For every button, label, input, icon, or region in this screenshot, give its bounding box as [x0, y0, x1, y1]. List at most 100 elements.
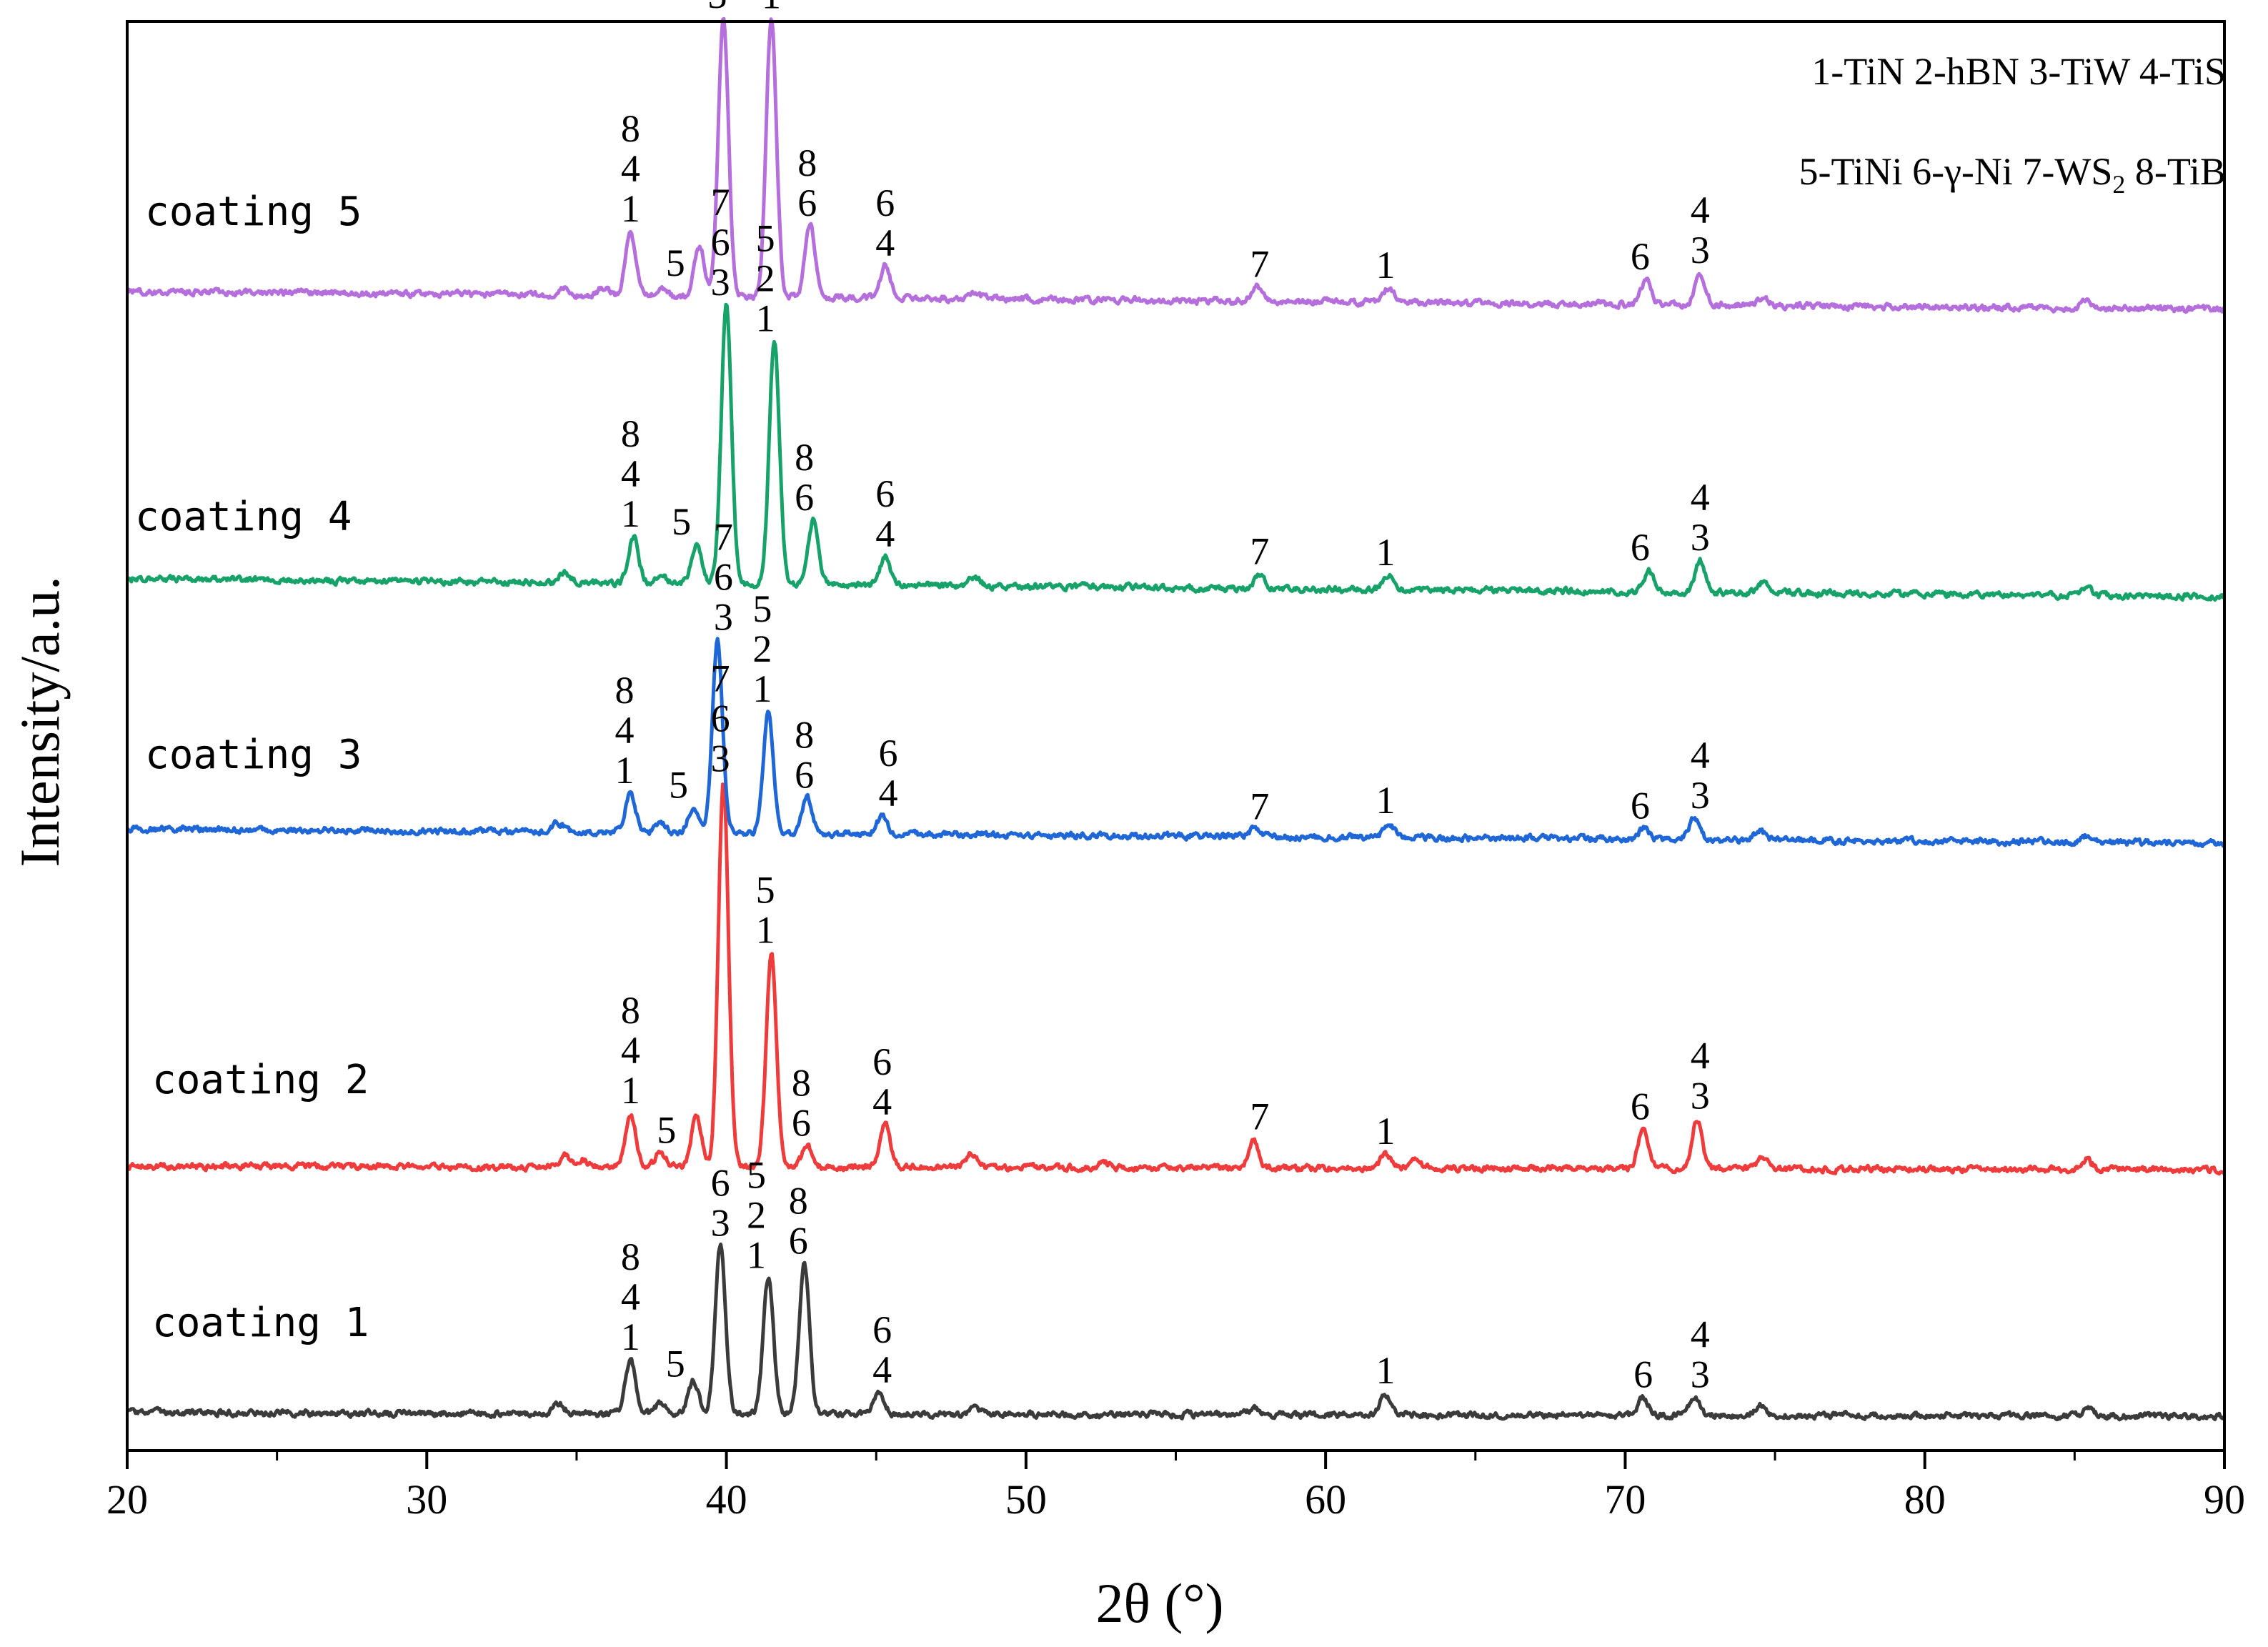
peak-label: 6 [872, 1040, 892, 1083]
peak-label: 7 [1250, 530, 1269, 573]
peak-label: 4 [878, 772, 897, 815]
peak-label: 1 [621, 1315, 640, 1358]
peak-label: 5 [747, 1154, 766, 1197]
peak-label: 6 [711, 221, 730, 264]
peak-label: 1 [621, 492, 640, 535]
series-line-2 [125, 782, 2226, 1176]
series-line-4 [126, 302, 2226, 602]
legend-line-2-main: 5-TiNi 6-γ-Ni 7-WS [1799, 150, 2113, 193]
peak-label: 1 [747, 1234, 766, 1277]
peak-label: 6 [797, 181, 817, 224]
x-tick-label: 80 [1904, 1476, 1946, 1523]
peak-label: 4 [1691, 734, 1710, 777]
peak-label: 8 [621, 1235, 640, 1278]
peak-label: 1 [621, 1069, 640, 1112]
peak-label: 4 [615, 709, 635, 752]
legend-line-1: 1-TiN 2-hBN 3-TiW 4-TiS [1811, 50, 2226, 93]
series-label: coating 4 [135, 494, 352, 540]
peak-label: 8 [615, 669, 635, 712]
peak-label: 8 [792, 1062, 811, 1105]
peak-label: 6 [1633, 1353, 1653, 1396]
legend-line-2-end: 8-TiB [2125, 150, 2226, 193]
peak-label: 1 [621, 187, 640, 230]
peak-label: 6 [789, 1220, 808, 1263]
peak-label: 6 [872, 1308, 892, 1351]
x-tick-label: 50 [1005, 1476, 1047, 1523]
peak-label: 6 [711, 1161, 730, 1204]
peak-label: 7 [714, 516, 733, 559]
peak-label: 2 [747, 1194, 766, 1237]
peak-label: 8 [797, 141, 817, 184]
peak-label: 4 [621, 452, 640, 495]
peak-label: 6 [878, 732, 897, 775]
peak-label: 5 [756, 217, 775, 260]
peak-label: 8 [621, 989, 640, 1032]
peak-label: 7 [711, 181, 730, 224]
peak-label: 4 [621, 147, 640, 190]
peak-label: 6 [1631, 235, 1650, 278]
peak-label: 4 [621, 1275, 640, 1318]
series-line-5 [126, 16, 2227, 314]
peak-label: 6 [875, 181, 895, 224]
peak-label: 6 [792, 1102, 811, 1145]
x-axis-label: 2θ (°) [1095, 1572, 1223, 1634]
peak-label: 6 [714, 556, 733, 599]
peak-label: 3 [711, 1201, 730, 1244]
peak-label: 7 [711, 657, 730, 700]
series-line-3 [125, 637, 2227, 848]
peak-label: 1 [1376, 779, 1396, 822]
series-line-1 [125, 1242, 2227, 1422]
peak-label: 1 [1376, 244, 1396, 287]
peak-label: 1 [752, 667, 772, 710]
peak-label: 6 [1631, 526, 1650, 569]
y-axis-label: Intensity/a.u. [9, 576, 71, 867]
peak-label: 1 [1376, 531, 1396, 574]
peak-label: 4 [1691, 189, 1710, 232]
peak-label: 3 [711, 737, 730, 780]
peak-label: 2 [756, 257, 775, 300]
peak-label: 3 [1691, 516, 1710, 559]
legend: 1-TiN 2-hBN 3-TiW 4-TiS 5-TiNi 6-γ-Ni 7-… [1799, 50, 2226, 199]
peak-label: 6 [1631, 784, 1650, 827]
series-label: coating 3 [145, 732, 362, 778]
peak-label: 4 [875, 512, 895, 555]
peak-label: 5 [672, 500, 691, 543]
x-tick-label: 20 [106, 1476, 148, 1523]
peak-label: 5 [666, 242, 685, 284]
peak-label: 3 [711, 261, 730, 304]
peak-label: 8 [795, 436, 814, 479]
peak-label: 5 [756, 869, 775, 912]
x-tick-label: 70 [1604, 1476, 1646, 1523]
peak-label: 4 [872, 1080, 892, 1123]
peak-label: 8 [795, 713, 814, 756]
series-label: coating 5 [145, 189, 362, 235]
series-traces [125, 16, 2227, 1422]
legend-subscript: 2 [2112, 170, 2125, 199]
peak-label: 1 [1376, 1349, 1396, 1392]
peak-label: 8 [621, 412, 640, 455]
peak-label: 5 [752, 587, 772, 630]
x-tick-label: 90 [2204, 1476, 2245, 1523]
peak-label: 4 [621, 1029, 640, 1072]
peak-label: 1 [756, 909, 775, 952]
series-labels: coating 1 coating 2 coating 3 coating 4 coat… [135, 189, 369, 1346]
peak-label: 7 [1250, 785, 1269, 828]
peak-label: 4 [1691, 1035, 1710, 1078]
peak-label: 4 [872, 1348, 892, 1391]
peak-label: 5 [669, 763, 688, 806]
peak-label: 3 [714, 596, 733, 639]
peak-label: 5 [666, 1342, 685, 1385]
peak-label: 6 [795, 476, 814, 519]
peak-label: 7 [1250, 1095, 1269, 1138]
plot-frame [126, 20, 2226, 1452]
x-tick-label: 30 [406, 1476, 447, 1523]
peak-label: 5 [657, 1108, 676, 1151]
peak-label: 4 [1691, 1313, 1710, 1356]
x-tick-label: 40 [706, 1476, 747, 1523]
peak-label: 2 [752, 627, 772, 670]
peak-label: 1 [762, 0, 781, 17]
peak-label: 4 [1691, 476, 1710, 519]
peak-label: 1 [1376, 1110, 1396, 1153]
